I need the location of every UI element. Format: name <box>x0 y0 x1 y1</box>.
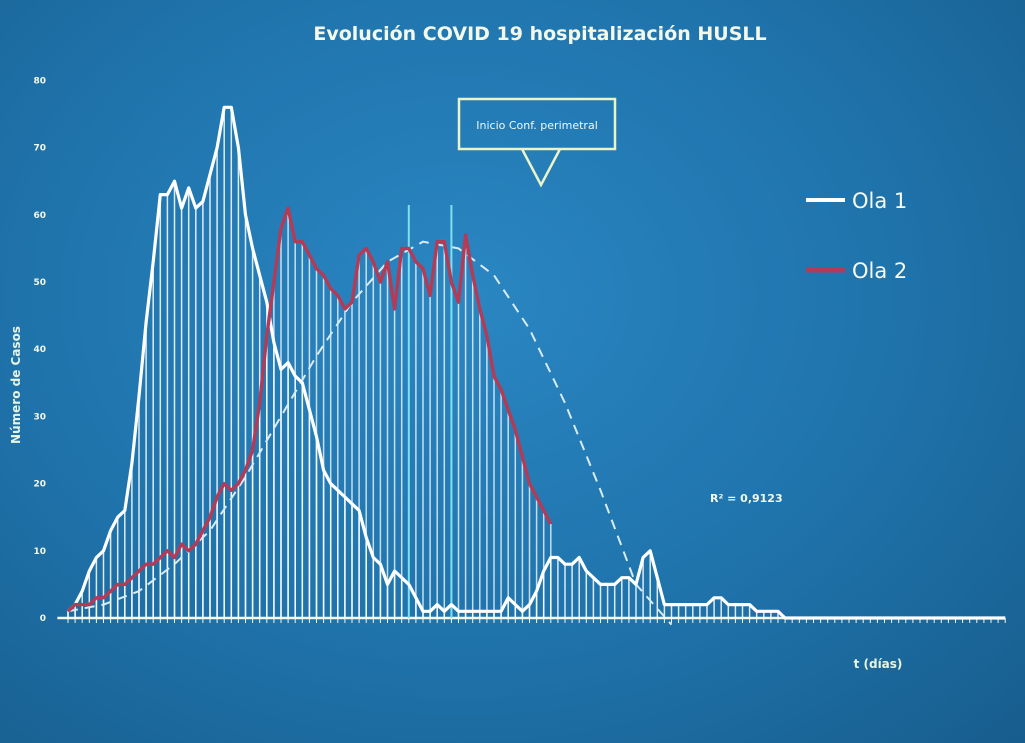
y-tick-label: 70 <box>33 144 46 154</box>
series-ola-2-line <box>66 206 553 613</box>
x-axis-label: t (días) <box>854 657 903 671</box>
trendline-r2-label: R² = 0,9123 <box>710 492 783 505</box>
y-tick-label: 20 <box>33 480 46 490</box>
ola-2-fill-stripes <box>67 208 552 618</box>
y-tick-label: 80 <box>33 76 46 86</box>
y-tick-label: 60 <box>33 211 46 221</box>
y-tick-label: 40 <box>33 345 46 355</box>
y-tick-label: 50 <box>33 278 46 288</box>
y-axis-label: Número de Casos <box>9 326 23 444</box>
annotation-label: Inicio Conf. perimetral <box>476 119 598 132</box>
y-tick-label: 0 <box>40 614 46 624</box>
chart-title: Evolución COVID 19 hospitalización HUSLL <box>313 23 766 45</box>
legend-ola-2-label: Ola 2 <box>852 259 907 283</box>
annotation-callout: Inicio Conf. perimetral <box>457 97 617 188</box>
y-tick-label: 10 <box>33 547 46 557</box>
legend-ola-1-label: Ola 1 <box>852 189 907 213</box>
y-ticks: 0 10 20 30 40 50 60 70 80 <box>33 76 46 624</box>
y-tick-label: 30 <box>33 412 46 422</box>
series-ola-1-line <box>66 105 1006 620</box>
legend: Ola 1 Ola 2 <box>806 189 907 283</box>
trendline <box>67 240 673 626</box>
